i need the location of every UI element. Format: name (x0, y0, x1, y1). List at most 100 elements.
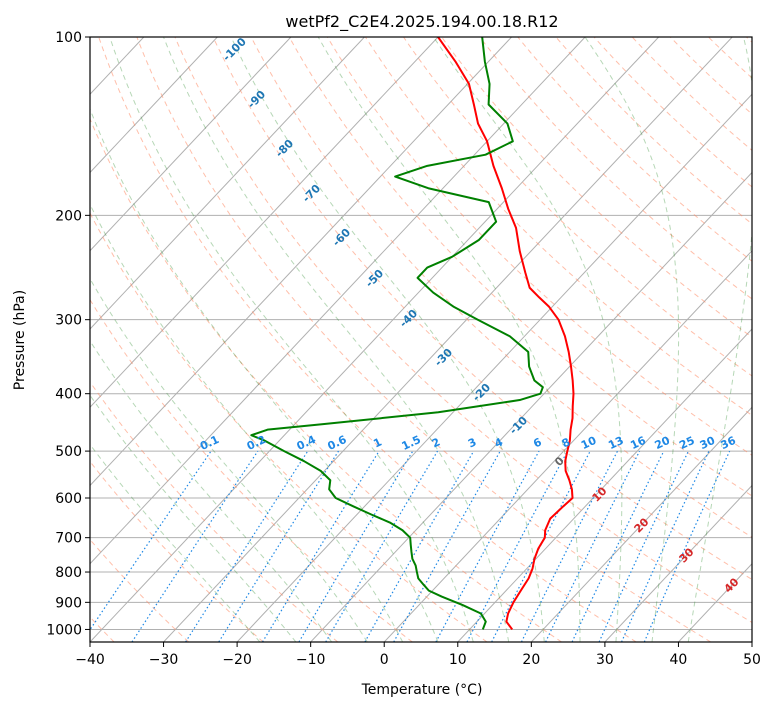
mixing-ratio-label: 16 (628, 434, 648, 452)
mixing-ratio-line (393, 450, 501, 642)
mixing-ratio-line (218, 450, 340, 642)
mixing-ratio-label: 13 (606, 434, 625, 452)
moist-adiabat (230, 37, 545, 642)
x-tick-label: 40 (670, 652, 688, 668)
isotherm-line (530, 406, 752, 642)
moist-adiabat (109, 37, 474, 642)
mixing-ratio-line (325, 450, 439, 642)
x-tick-label: −10 (296, 652, 326, 668)
isotherm-line (383, 250, 752, 642)
y-tick-label: 200 (55, 208, 82, 224)
dry-adiabat (212, 37, 752, 581)
x-axis-label: Temperature (°C) (361, 682, 483, 698)
moist-adiabat (433, 37, 623, 642)
x-tick-label: 0 (380, 652, 389, 668)
y-tick-label: 1000 (46, 622, 82, 638)
dry-adiabat (479, 37, 752, 300)
x-tick-label: −30 (149, 652, 179, 668)
mixing-ratio-line (598, 450, 689, 642)
isotherm-line (90, 37, 365, 330)
isotherm-line (236, 93, 752, 642)
adiabat-label: -20 (470, 381, 493, 404)
isotherm-line (90, 37, 218, 174)
mixing-ratio-line (466, 450, 569, 642)
x-tick-label: −20 (222, 652, 252, 668)
moist-adiabat (90, 277, 368, 642)
x-tick-label: 20 (522, 652, 540, 668)
dry-adiabat (136, 37, 712, 642)
mixing-ratio-line (643, 450, 731, 642)
moist-adiabat (584, 37, 680, 642)
x-tick-label: 50 (743, 652, 761, 668)
moist-adiabat (90, 340, 333, 642)
dry-adiabat (90, 460, 264, 642)
dry-adiabat (90, 538, 190, 642)
adiabat-label: -60 (330, 226, 353, 249)
mixing-ratio-line (261, 450, 380, 642)
dewpoint-profile (250, 37, 544, 630)
mixing-ratio-line (491, 450, 591, 642)
moist-adiabat (90, 107, 439, 642)
plot-frame (89, 36, 753, 643)
dry-adiabat (441, 37, 752, 338)
mixing-ratio-line (90, 450, 212, 631)
y-tick-label: 900 (55, 595, 82, 611)
adiabat-label: 10 (590, 484, 610, 504)
y-axis-label: Pressure (hPa) (12, 290, 28, 390)
dry-adiabat (90, 298, 413, 642)
adiabat-label: -90 (245, 88, 268, 111)
dry-adiabat (90, 381, 339, 642)
isotherm-line (90, 37, 660, 642)
moist-adiabat (687, 37, 752, 642)
dry-adiabat (403, 37, 752, 377)
isotherm-line (90, 37, 439, 408)
temperature-profile (437, 37, 575, 631)
y-tick-label: 500 (55, 444, 82, 460)
mixing-ratio-line (620, 450, 710, 642)
y-tick-label: 300 (55, 313, 82, 329)
moist-adiabat (90, 394, 297, 642)
mixing-ratio-line (298, 450, 414, 642)
isotherm-line (604, 484, 752, 642)
mixing-ratio-label: 3 (466, 435, 478, 450)
moist-adiabat (317, 37, 581, 642)
mixing-ratio-label: 10 (579, 434, 599, 452)
adiabat-label: -100 (220, 35, 249, 64)
x-tick-label: −40 (75, 652, 105, 668)
dry-adiabat (98, 37, 637, 642)
dry-adiabat (517, 37, 752, 262)
adiabat-label: -30 (432, 346, 455, 369)
isotherm-line (90, 37, 292, 252)
dry-adiabat (364, 37, 752, 416)
dry-adiabat (746, 37, 752, 43)
dry-adiabat (90, 212, 488, 642)
mixing-ratio-line (185, 450, 309, 642)
dry-adiabat (174, 37, 752, 624)
dry-adiabat (250, 37, 752, 538)
moist-adiabat (163, 37, 510, 642)
mixing-ratio-label: 20 (653, 434, 673, 452)
adiabat-label: -10 (507, 414, 530, 437)
mixing-ratio-label: 25 (677, 434, 696, 452)
y-tick-label: 400 (55, 387, 82, 403)
isotherm-line (163, 37, 733, 642)
moist-adiabat (90, 203, 404, 642)
y-tick-label: 800 (55, 565, 82, 581)
mixing-ratio-line (571, 450, 665, 642)
adiabat-label: -80 (273, 137, 296, 160)
adiabat-label: -40 (397, 307, 420, 330)
mixing-ratio-label: 1.5 (400, 433, 423, 453)
dry-adiabat (555, 37, 752, 225)
y-tick-label: 100 (55, 30, 82, 46)
isotherm-line (90, 37, 512, 487)
mixing-ratio-line (435, 450, 540, 642)
moist-adiabat (90, 443, 261, 642)
adiabat-label: -70 (300, 182, 323, 205)
mixing-ratio-label: 30 (698, 434, 718, 452)
dry-adiabat (326, 37, 752, 456)
chart-title: wetPf2_C2E4.2025.194.00.18.R12 (285, 12, 558, 32)
isotherm-line (90, 37, 586, 565)
dry-adiabat (631, 37, 752, 151)
mixing-ratio-label: 6 (531, 435, 544, 450)
